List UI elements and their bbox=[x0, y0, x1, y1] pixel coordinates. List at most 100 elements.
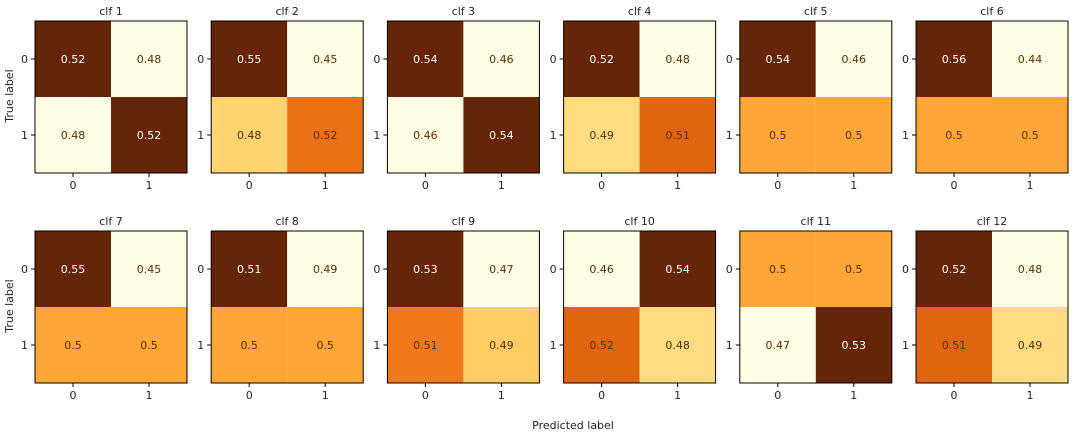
panel-3-value-1-0: 0.46 bbox=[413, 129, 438, 142]
panel-8-x-tick-1: 1 bbox=[322, 389, 329, 402]
panel-2-value-1-1: 0.52 bbox=[313, 129, 338, 142]
panel-11-x-tick-0: 0 bbox=[774, 389, 781, 402]
panel-10-y-tick-1: 1 bbox=[550, 339, 557, 352]
panel-12-title: clf 12 bbox=[977, 215, 1007, 228]
panel-3-frame bbox=[386, 20, 540, 174]
panel-11-value-0-0: 0.5 bbox=[769, 263, 787, 276]
panel-1-frame bbox=[34, 20, 188, 174]
panel-6-y-tick-1: 1 bbox=[902, 129, 909, 142]
panel-11-title: clf 11 bbox=[801, 215, 831, 228]
panel-11-value-1-1: 0.53 bbox=[842, 339, 867, 352]
panel-7-cell-0-1 bbox=[111, 231, 187, 307]
panel-9-value-1-1: 0.49 bbox=[489, 339, 514, 352]
panel-3-cell-1-0 bbox=[387, 97, 464, 173]
panel-6-cell-1-0 bbox=[916, 97, 992, 173]
panel-1-value-0-0: 0.52 bbox=[61, 53, 86, 66]
panel-6-value-1-1: 0.5 bbox=[1021, 129, 1039, 142]
panel-8-value-1-0: 0.5 bbox=[240, 339, 258, 352]
panels-group: clf 1 0.52 0.48 0.48 0.52 0 0 1 1 clf 2 0.55 0.45 0.… bbox=[21, 5, 1069, 402]
panel-11-value-1-0: 0.47 bbox=[766, 339, 791, 352]
panel-8-value-0-0: 0.51 bbox=[237, 263, 262, 276]
panel-10-cell-1-0 bbox=[563, 307, 640, 383]
panel-5: clf 5 0.54 0.46 0.5 0.5 0 0 1 1 bbox=[726, 5, 893, 192]
panel-3-cell-0-0 bbox=[387, 21, 464, 97]
panel-7-y-tick-0: 0 bbox=[21, 263, 28, 276]
panel-5-cell-0-0 bbox=[739, 21, 816, 97]
panel-9-value-1-0: 0.51 bbox=[413, 339, 438, 352]
panel-6-cell-0-0 bbox=[916, 21, 992, 97]
panel-10-x-tick-0: 0 bbox=[598, 389, 605, 402]
panel-5-cell-1-0 bbox=[739, 97, 816, 173]
panel-3-cell-0-1 bbox=[463, 21, 540, 97]
panel-7-value-0-0: 0.55 bbox=[61, 263, 86, 276]
panel-2-x-tick-0: 0 bbox=[246, 179, 253, 192]
panel-9-value-0-1: 0.47 bbox=[489, 263, 514, 276]
panel-10-value-0-0: 0.46 bbox=[589, 263, 614, 276]
panel-2-frame bbox=[210, 20, 364, 174]
panel-9-x-tick-0: 0 bbox=[422, 389, 429, 402]
panel-2-value-0-1: 0.45 bbox=[313, 53, 338, 66]
panel-12-y-tick-0: 0 bbox=[902, 263, 909, 276]
panel-3: clf 3 0.54 0.46 0.46 0.54 0 0 1 1 bbox=[373, 5, 540, 192]
panel-10-cell-1-1 bbox=[639, 307, 716, 383]
panel-7: clf 7 0.55 0.45 0.5 0.5 0 0 1 1 bbox=[21, 215, 188, 402]
y-axis-label-row-2: True label bbox=[3, 279, 16, 333]
panel-4-cell-1-0 bbox=[563, 97, 640, 173]
panel-2-y-tick-1: 1 bbox=[197, 129, 204, 142]
panel-9: clf 9 0.53 0.47 0.51 0.49 0 0 1 1 bbox=[373, 215, 540, 402]
panel-3-value-0-0: 0.54 bbox=[413, 53, 438, 66]
panel-8-value-0-1: 0.49 bbox=[313, 263, 338, 276]
panel-2-x-tick-1: 1 bbox=[322, 179, 329, 192]
panel-9-y-tick-0: 0 bbox=[373, 263, 380, 276]
panel-12-y-tick-1: 1 bbox=[902, 339, 909, 352]
panel-2-cell-1-0 bbox=[211, 97, 288, 173]
panel-1-value-0-1: 0.48 bbox=[137, 53, 162, 66]
panel-9-x-tick-1: 1 bbox=[498, 389, 505, 402]
panel-11: clf 11 0.5 0.5 0.47 0.53 0 0 1 1 bbox=[726, 215, 893, 402]
panel-9-cell-1-1 bbox=[463, 307, 540, 383]
panel-7-x-tick-1: 1 bbox=[146, 389, 153, 402]
panel-3-value-0-1: 0.46 bbox=[489, 53, 514, 66]
panel-6-cell-1-1 bbox=[992, 97, 1068, 173]
panel-4-title: clf 4 bbox=[628, 5, 651, 18]
panel-2: clf 2 0.55 0.45 0.48 0.52 0 0 1 1 bbox=[197, 5, 364, 192]
panel-11-y-tick-0: 0 bbox=[726, 263, 733, 276]
panel-7-cell-0-0 bbox=[35, 231, 111, 307]
panel-8: clf 8 0.51 0.49 0.5 0.5 0 0 1 1 bbox=[197, 215, 364, 402]
panel-12-x-tick-1: 1 bbox=[1027, 389, 1034, 402]
panel-2-cell-1-1 bbox=[287, 97, 364, 173]
panel-9-cell-1-0 bbox=[387, 307, 464, 383]
panel-3-value-1-1: 0.54 bbox=[489, 129, 514, 142]
panel-2-cell-0-1 bbox=[287, 21, 364, 97]
panel-12-x-tick-0: 0 bbox=[951, 389, 958, 402]
panel-2-value-1-0: 0.48 bbox=[237, 129, 262, 142]
panel-1-value-1-1: 0.52 bbox=[137, 129, 162, 142]
panel-4-x-tick-0: 0 bbox=[598, 179, 605, 192]
panel-8-title: clf 8 bbox=[275, 215, 298, 228]
panel-4-y-tick-0: 0 bbox=[550, 53, 557, 66]
panel-5-x-tick-0: 0 bbox=[774, 179, 781, 192]
panel-8-y-tick-0: 0 bbox=[197, 263, 204, 276]
panel-1-x-tick-0: 0 bbox=[70, 179, 77, 192]
panel-8-y-tick-1: 1 bbox=[197, 339, 204, 352]
panel-12-frame bbox=[915, 230, 1069, 384]
panel-12-cell-1-0 bbox=[916, 307, 992, 383]
panel-11-y-tick-1: 1 bbox=[726, 339, 733, 352]
panel-9-title: clf 9 bbox=[452, 215, 475, 228]
panel-8-cell-1-0 bbox=[211, 307, 288, 383]
panel-7-cell-1-1 bbox=[111, 307, 187, 383]
panel-7-value-1-1: 0.5 bbox=[140, 339, 158, 352]
panel-10-y-tick-0: 0 bbox=[550, 263, 557, 276]
panel-12-cell-0-1 bbox=[992, 231, 1068, 307]
panel-10-x-tick-1: 1 bbox=[674, 389, 681, 402]
panel-9-frame bbox=[386, 230, 540, 384]
panel-6-cell-0-1 bbox=[992, 21, 1068, 97]
panel-11-x-tick-1: 1 bbox=[850, 389, 857, 402]
panel-11-cell-1-0 bbox=[739, 307, 816, 383]
panel-1-cell-1-0 bbox=[35, 97, 111, 173]
panel-4-cell-1-1 bbox=[639, 97, 716, 173]
panel-1-y-tick-0: 0 bbox=[21, 53, 28, 66]
panel-10-value-0-1: 0.54 bbox=[665, 263, 690, 276]
